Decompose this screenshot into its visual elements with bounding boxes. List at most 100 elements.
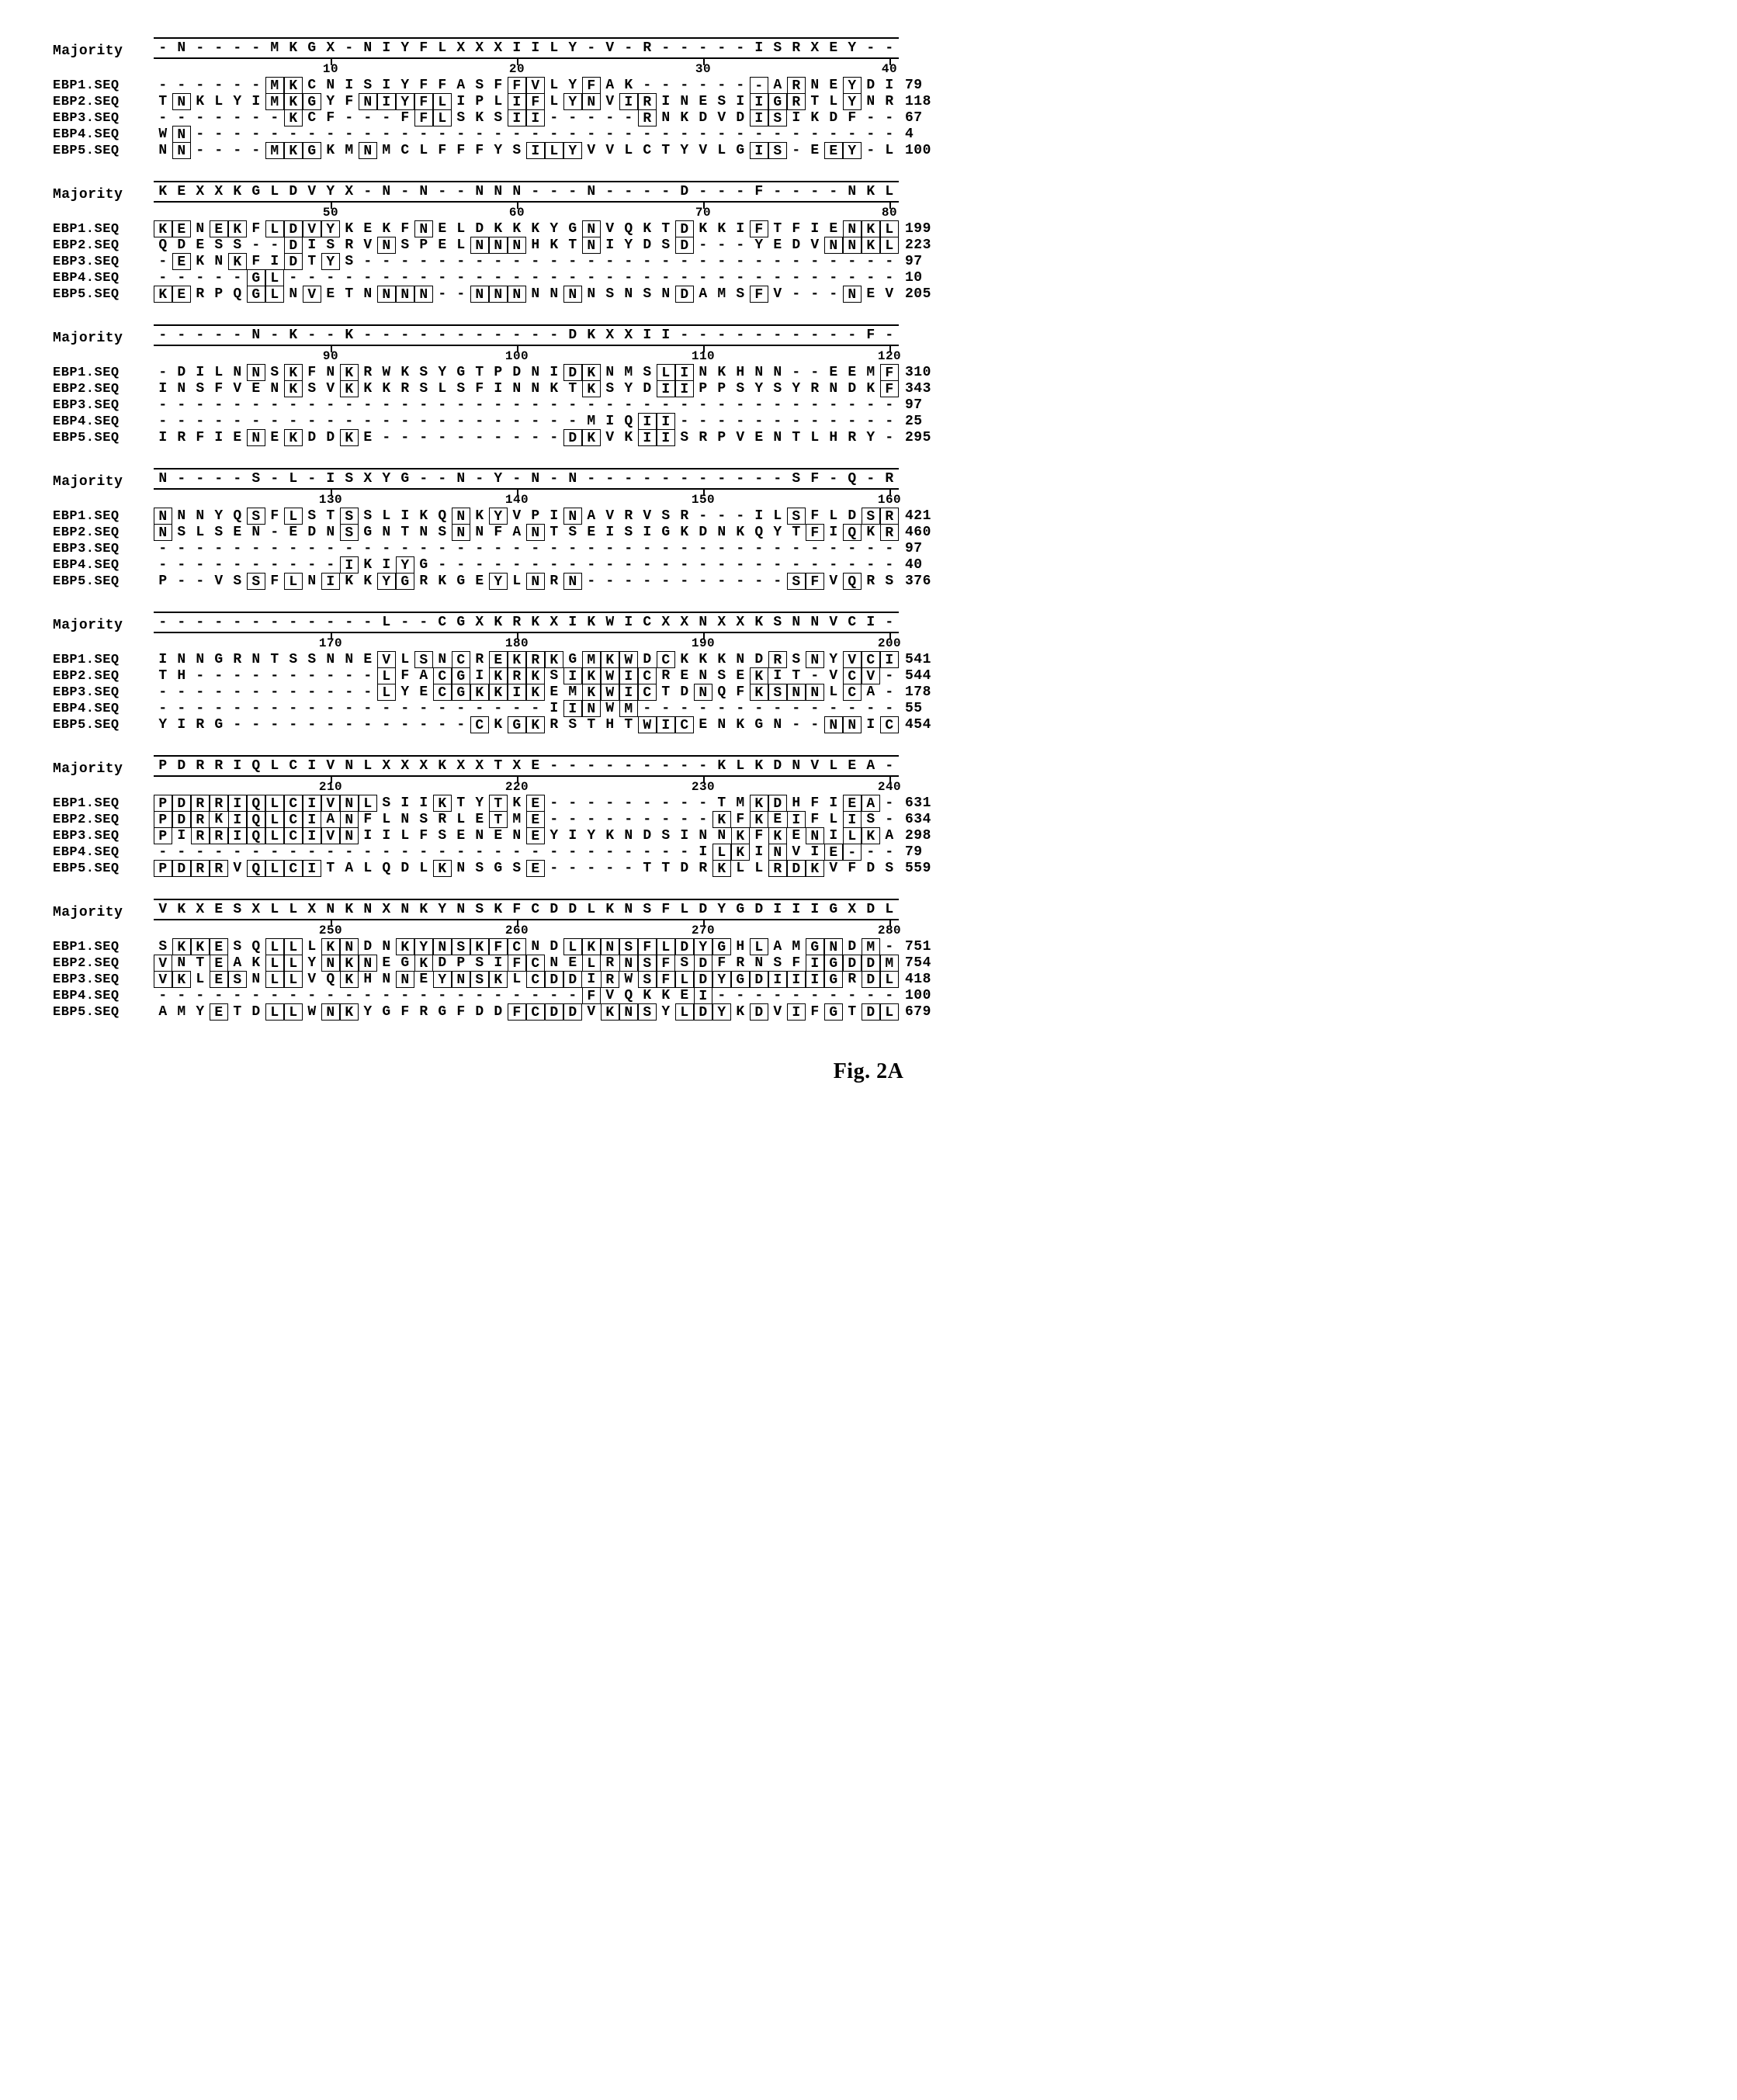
residue: -: [470, 327, 489, 343]
residue: I: [210, 429, 228, 446]
residue: -: [712, 184, 731, 199]
residue: T: [806, 93, 824, 110]
residue: G: [452, 364, 470, 381]
residue: N: [340, 651, 359, 668]
residue: X: [545, 615, 563, 630]
residue: -: [806, 126, 824, 143]
residue: F: [806, 573, 824, 590]
residue: P: [210, 286, 228, 303]
sequence-label: EBP1.SEQ: [53, 509, 154, 524]
residue: -: [657, 77, 675, 94]
residue: W: [601, 700, 619, 717]
residue: Y: [489, 142, 508, 159]
residue: K: [191, 938, 210, 955]
residue: N: [582, 93, 601, 110]
residue: E: [359, 429, 377, 446]
residue: -: [862, 109, 880, 126]
residue: -: [284, 667, 303, 684]
residue: D: [172, 237, 191, 254]
residue: -: [675, 253, 694, 270]
residue: I: [247, 93, 265, 110]
ruler: 130140150160: [154, 488, 899, 508]
residue: -: [452, 413, 470, 430]
residue: S: [470, 902, 489, 917]
residue: V: [806, 237, 824, 254]
residue: L: [824, 811, 843, 828]
residue: W: [619, 651, 638, 668]
residue: R: [843, 429, 862, 446]
residue: -: [377, 269, 396, 286]
residue: D: [172, 364, 191, 381]
sequence-end-position: 79: [899, 78, 952, 93]
residue: V: [582, 1003, 601, 1021]
residue: -: [750, 126, 768, 143]
residue: E: [675, 987, 694, 1004]
residue: N: [396, 971, 414, 988]
residue: I: [545, 700, 563, 717]
residue: N: [563, 471, 582, 487]
residue: Y: [619, 237, 638, 254]
residue: E: [824, 77, 843, 94]
residue: -: [843, 540, 862, 557]
residue: F: [414, 827, 433, 844]
sequence-cells: -----------------------------ILKINVIE---: [154, 844, 899, 861]
residue: T: [303, 253, 321, 270]
residue: L: [750, 860, 768, 877]
residue: R: [210, 758, 228, 774]
residue: E: [824, 220, 843, 237]
residue: -: [284, 397, 303, 414]
residue: E: [470, 573, 489, 590]
residue: Y: [563, 142, 582, 159]
ruler-row: 130140150160: [53, 488, 1684, 508]
residue: S: [247, 471, 265, 487]
residue: G: [396, 955, 414, 972]
residue: N: [154, 508, 172, 525]
sequence-cells: NSLSEN-EDNSGNTNSNNFANTSEISIGKDNKQYTFIQKR: [154, 524, 899, 541]
residue: I: [563, 827, 582, 844]
residue: -: [433, 286, 452, 303]
residue: T: [657, 142, 675, 159]
residue: Y: [414, 938, 433, 955]
residue: -: [377, 253, 396, 270]
residue: I: [824, 524, 843, 541]
residue: F: [265, 573, 284, 590]
residue: -: [154, 269, 172, 286]
residue: N: [526, 524, 545, 541]
residue: L: [880, 184, 899, 199]
residue: K: [582, 364, 601, 381]
residue: S: [862, 811, 880, 828]
residue: K: [191, 93, 210, 110]
residue: L: [824, 758, 843, 774]
residue: -: [880, 269, 899, 286]
residue: R: [638, 109, 657, 126]
residue: N: [657, 286, 675, 303]
residue: I: [694, 844, 712, 861]
sequence-row: EBP4.SEQ----------IKIYG-----------------…: [53, 556, 1684, 574]
residue: Y: [712, 971, 731, 988]
residue: D: [843, 955, 862, 972]
sequence-row: EBP1.SEQKENEKFLDVYKEKFNELDKKKYGNVQKTDKKI…: [53, 220, 1684, 237]
sequence-cells: KERPQGLNVETNNNN--NNNNNNNSNSNDAMSFV---NEV: [154, 286, 899, 303]
residue: X: [340, 184, 359, 199]
residue: S: [359, 508, 377, 525]
residue: S: [210, 237, 228, 254]
residue: L: [619, 142, 638, 159]
residue: -: [526, 556, 545, 574]
residue: -: [247, 109, 265, 126]
residue: F: [396, 220, 414, 237]
residue: K: [340, 573, 359, 590]
residue: -: [787, 253, 806, 270]
residue: -: [731, 471, 750, 487]
residue: L: [265, 1003, 284, 1021]
residue: F: [433, 142, 452, 159]
residue: G: [414, 556, 433, 574]
residue: F: [247, 253, 265, 270]
residue: -: [675, 700, 694, 717]
residue: D: [787, 860, 806, 877]
residue: F: [862, 327, 880, 343]
residue: Q: [619, 987, 638, 1004]
residue: -: [787, 269, 806, 286]
residue: -: [601, 860, 619, 877]
residue: Q: [843, 471, 862, 487]
ruler-row: 250260270280: [53, 919, 1684, 939]
